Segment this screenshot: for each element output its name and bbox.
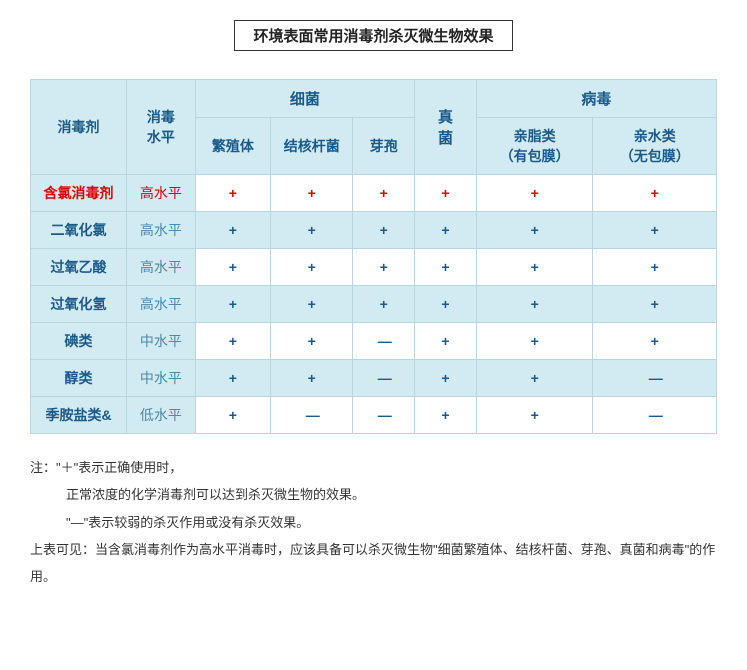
table-row: 二氧化氯高水平++++++ (31, 212, 717, 249)
note-line: 正常浓度的化学消毒剂可以达到杀灭微生物的效果。 (30, 481, 717, 508)
note-line: "—"表示较弱的杀灭作用或没有杀灭效果。 (30, 509, 717, 536)
header-tb: 结核杆菌 (271, 118, 353, 175)
effect-cell: + (593, 323, 717, 360)
effect-cell: — (353, 323, 415, 360)
effect-cell: — (593, 397, 717, 434)
table-row: 碘类中水平++—+++ (31, 323, 717, 360)
effect-cell: + (476, 212, 593, 249)
header-group-bacteria: 细菌 (195, 80, 415, 118)
agent-name: 含氯消毒剂 (31, 175, 127, 212)
agent-name: 过氧化氢 (31, 286, 127, 323)
agent-level: 中水平 (127, 323, 196, 360)
effect-cell: + (195, 323, 270, 360)
agent-level: 高水平 (127, 212, 196, 249)
effect-cell: + (195, 212, 270, 249)
effect-cell: + (415, 323, 477, 360)
effect-cell: + (415, 175, 477, 212)
effect-cell: + (593, 249, 717, 286)
header-spore: 芽孢 (353, 118, 415, 175)
effect-cell: + (353, 286, 415, 323)
table-row: 含氯消毒剂高水平++++++ (31, 175, 717, 212)
effect-cell: + (593, 212, 717, 249)
table-row: 醇类中水平++—++— (31, 360, 717, 397)
header-hydrophilic: 亲水类 （无包膜） (593, 118, 717, 175)
note-line: 注："＋"表示正确使用时， (30, 454, 717, 481)
page-title: 环境表面常用消毒剂杀灭微生物效果 (234, 20, 512, 51)
agent-level: 中水平 (127, 360, 196, 397)
notes-section: 注："＋"表示正确使用时， 正常浓度的化学消毒剂可以达到杀灭微生物的效果。 "—… (30, 454, 717, 590)
effect-cell: + (195, 249, 270, 286)
table-row: 季胺盐类&低水平+——++— (31, 397, 717, 434)
effect-cell: + (476, 397, 593, 434)
table-row: 过氧化氢高水平++++++ (31, 286, 717, 323)
agent-name: 醇类 (31, 360, 127, 397)
effect-cell: + (195, 286, 270, 323)
header-lipophilic: 亲脂类 （有包膜） (476, 118, 593, 175)
effect-cell: + (353, 249, 415, 286)
effect-cell: + (271, 360, 353, 397)
agent-level: 高水平 (127, 286, 196, 323)
effect-cell: + (415, 360, 477, 397)
disinfectant-table: 消毒剂 消毒 水平 细菌 真 菌 病毒 繁殖体 结核杆菌 芽孢 亲脂类 （有包膜… (30, 79, 717, 434)
agent-name: 二氧化氯 (31, 212, 127, 249)
agent-name: 碘类 (31, 323, 127, 360)
effect-cell: + (415, 397, 477, 434)
effect-cell: + (476, 286, 593, 323)
agent-level: 高水平 (127, 249, 196, 286)
effect-cell: + (593, 286, 717, 323)
effect-cell: + (271, 286, 353, 323)
agent-level: 高水平 (127, 175, 196, 212)
header-level: 消毒 水平 (127, 80, 196, 175)
effect-cell: + (476, 175, 593, 212)
header-group-fungi: 真 菌 (415, 80, 477, 175)
effect-cell: + (415, 249, 477, 286)
effect-cell: + (415, 212, 477, 249)
header-vegetative: 繁殖体 (195, 118, 270, 175)
effect-cell: — (593, 360, 717, 397)
agent-level: 低水平 (127, 397, 196, 434)
effect-cell: + (353, 212, 415, 249)
effect-cell: + (476, 249, 593, 286)
note-summary: 上表可见：当含氯消毒剂作为高水平消毒时，应该具备可以杀灭微生物"细菌繁殖体、结核… (30, 536, 717, 591)
agent-name: 季胺盐类& (31, 397, 127, 434)
effect-cell: + (476, 360, 593, 397)
effect-cell: + (195, 397, 270, 434)
header-group-virus: 病毒 (476, 80, 716, 118)
table-row: 过氧乙酸高水平++++++ (31, 249, 717, 286)
page-title-container: 环境表面常用消毒剂杀灭微生物效果 (30, 20, 717, 51)
effect-cell: + (195, 175, 270, 212)
effect-cell: — (353, 397, 415, 434)
effect-cell: + (593, 175, 717, 212)
effect-cell: + (415, 286, 477, 323)
effect-cell: + (476, 323, 593, 360)
agent-name: 过氧乙酸 (31, 249, 127, 286)
effect-cell: + (271, 249, 353, 286)
header-agent: 消毒剂 (31, 80, 127, 175)
effect-cell: — (271, 397, 353, 434)
effect-cell: + (271, 323, 353, 360)
effect-cell: + (271, 212, 353, 249)
effect-cell: + (271, 175, 353, 212)
effect-cell: + (353, 175, 415, 212)
effect-cell: + (195, 360, 270, 397)
effect-cell: — (353, 360, 415, 397)
